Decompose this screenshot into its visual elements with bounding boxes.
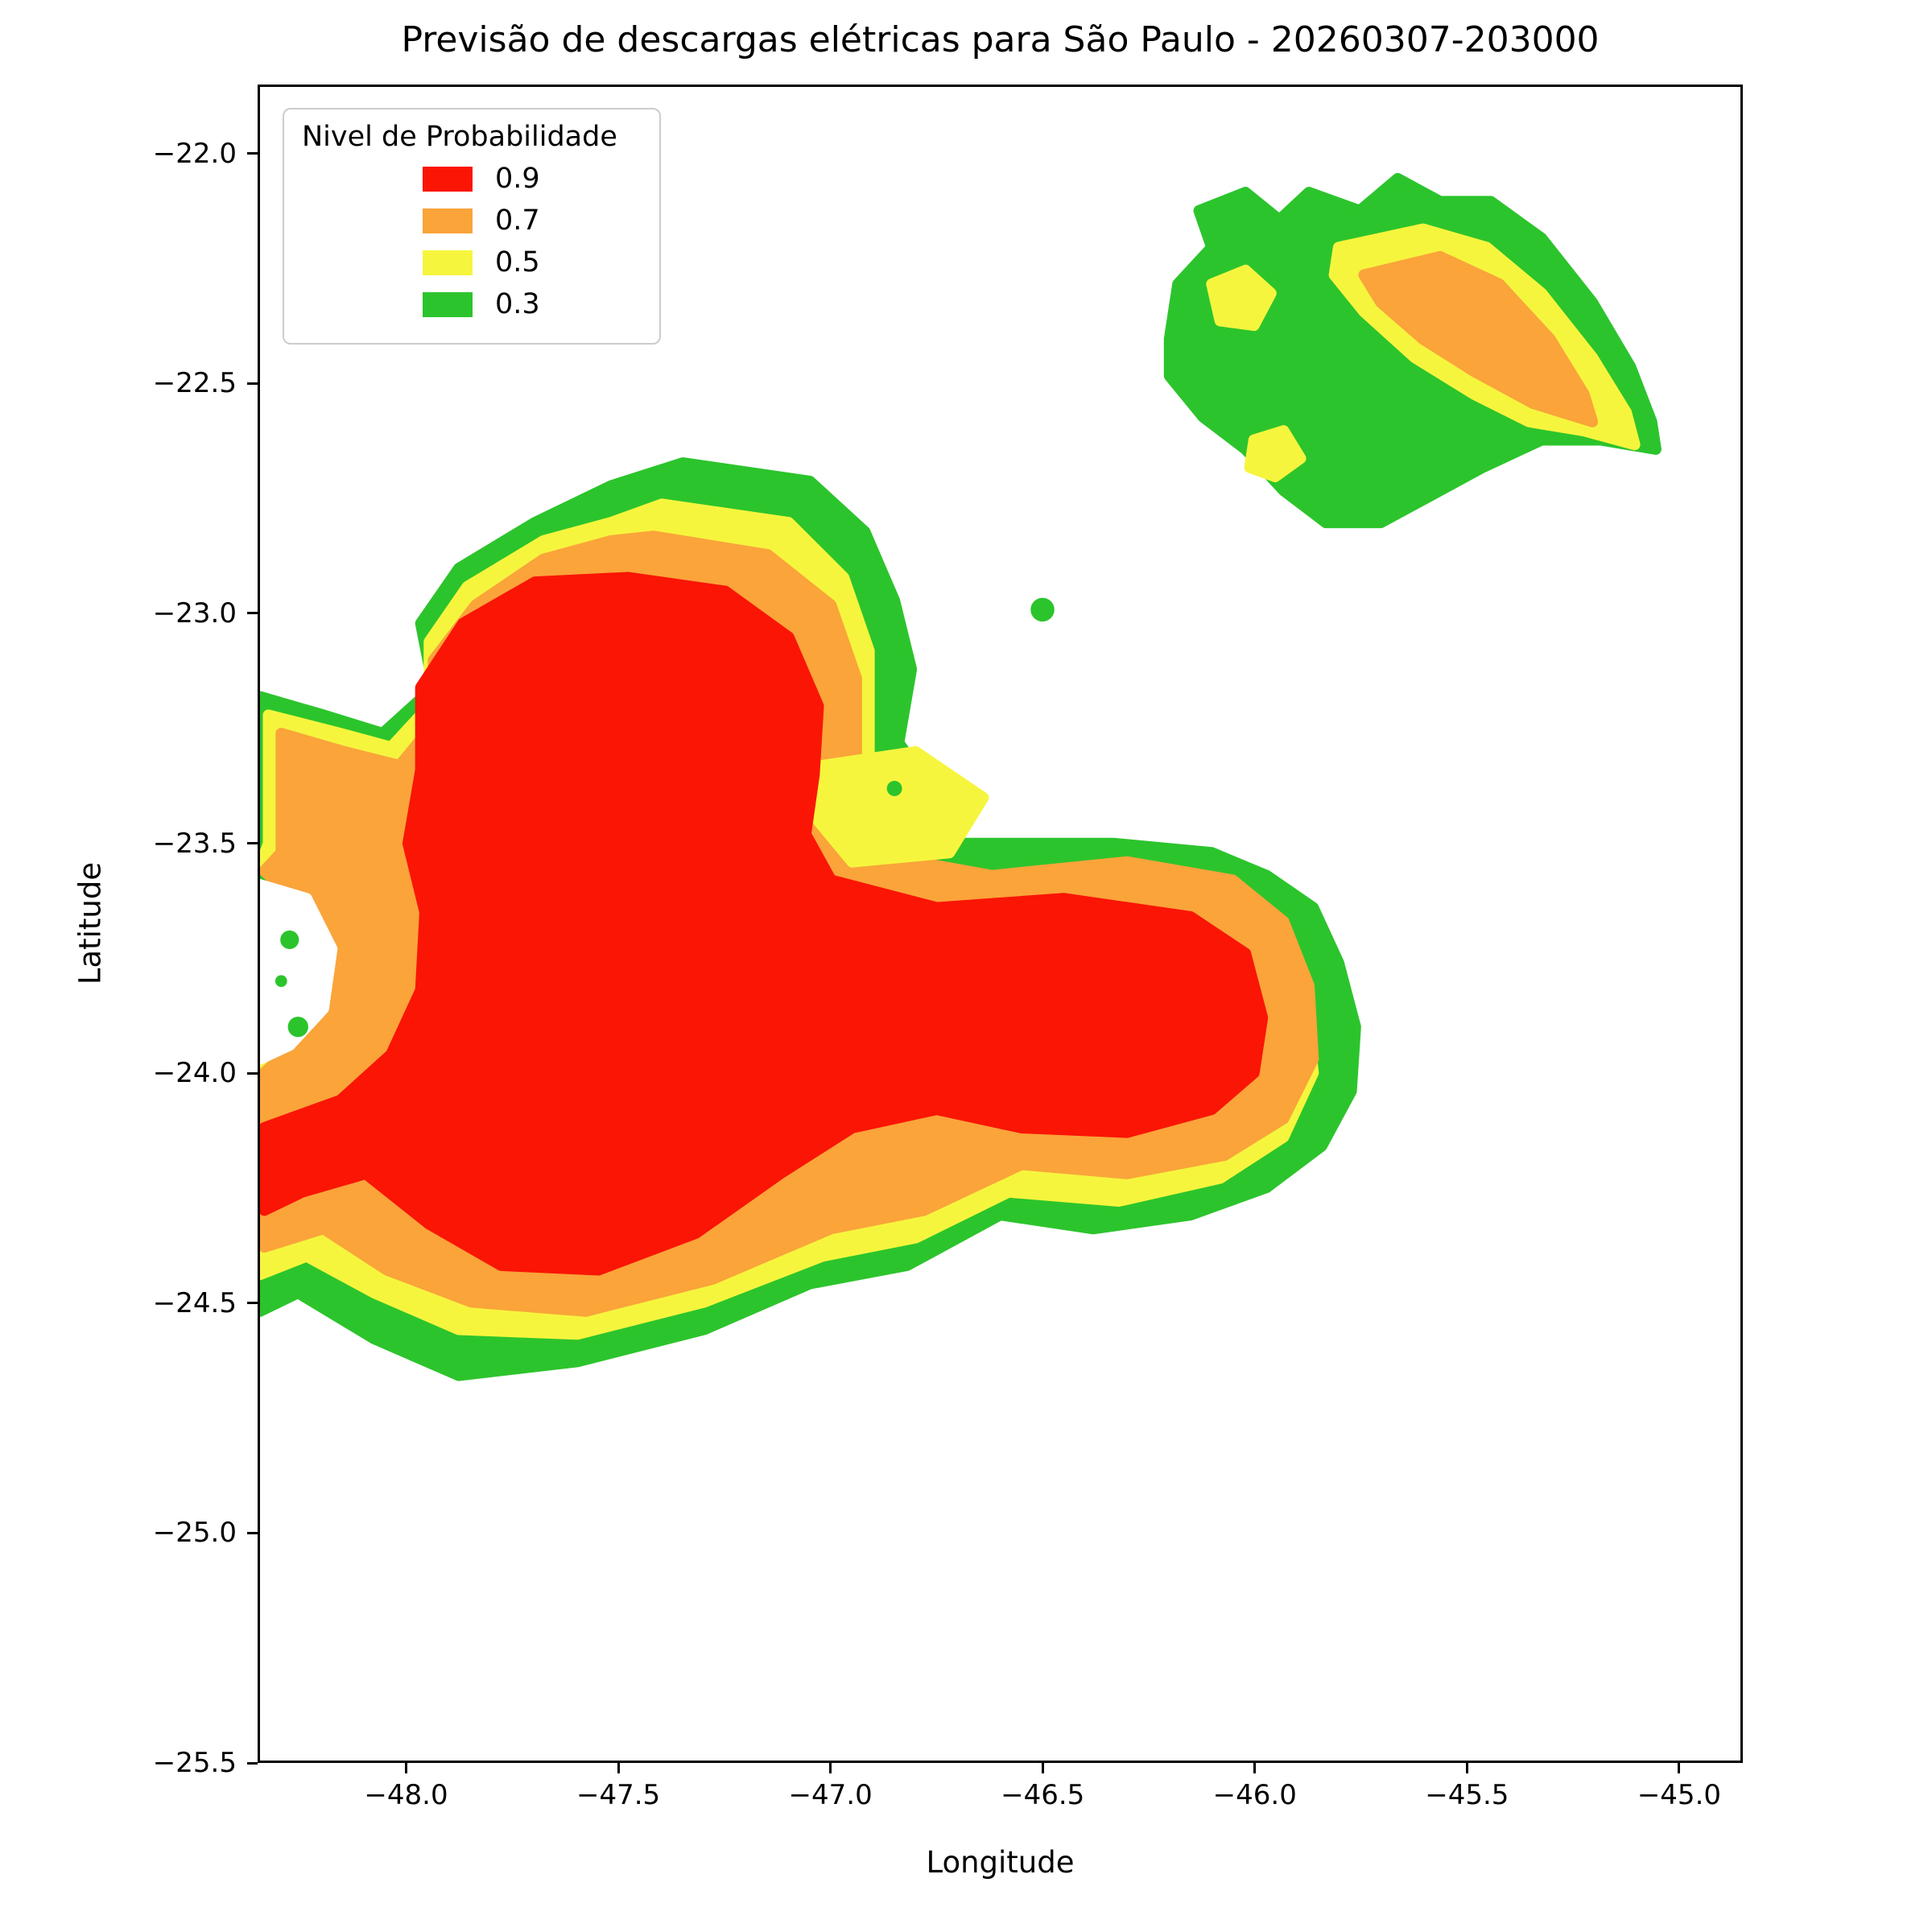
legend-swatch-green-icon <box>423 291 473 317</box>
y-tick-label: −24.5 <box>152 1286 237 1319</box>
y-tick-mark <box>247 612 258 615</box>
x-tick-label: −47.0 <box>788 1779 873 1811</box>
x-tick-label: −48.0 <box>364 1779 448 1811</box>
legend-swatch-red-icon <box>423 166 473 192</box>
legend-entry-0.3: 0.3 <box>423 288 637 320</box>
y-tick-label: −22.0 <box>152 137 237 170</box>
legend-entry-0.9: 0.9 <box>423 163 637 195</box>
x-axis-label: Longitude <box>926 1845 1075 1880</box>
x-tick-mark <box>1253 1763 1257 1773</box>
contour-valley-patch-p05 <box>808 745 989 868</box>
x-tick-label: −45.5 <box>1425 1779 1509 1811</box>
x-tick-label: −46.0 <box>1212 1779 1297 1811</box>
x-tick-mark <box>1041 1763 1044 1773</box>
y-tick-label: −25.5 <box>152 1747 237 1779</box>
contour-coast-gap-white <box>260 879 338 1065</box>
legend-swatch-orange-icon <box>423 208 473 233</box>
y-tick-label: −25.0 <box>152 1517 237 1550</box>
y-tick-mark <box>247 1531 258 1534</box>
x-tick-mark <box>1678 1763 1681 1773</box>
y-axis-label: Latitude <box>72 861 108 985</box>
legend-entries: 0.9 0.7 0.5 0.3 <box>302 163 637 320</box>
x-tick-label: −45.0 <box>1637 1779 1722 1811</box>
legend-label: 0.7 <box>495 204 540 237</box>
legend-label: 0.3 <box>495 288 540 320</box>
y-tick-mark <box>247 1071 258 1075</box>
legend-entry-0.7: 0.7 <box>423 204 637 237</box>
contour-speck <box>287 1016 308 1038</box>
contour-speck <box>280 930 299 950</box>
contour-speck <box>275 975 287 988</box>
legend-title: Nivel de Probabilidade <box>302 121 617 153</box>
contour-main-cell-p09 <box>260 572 1269 1276</box>
legend: Nivel de Probabilidade 0.9 0.7 0.5 0.3 <box>283 108 661 345</box>
x-tick-mark <box>405 1763 407 1773</box>
y-tick-mark <box>247 1761 258 1765</box>
y-tick-label: −23.5 <box>152 827 237 860</box>
y-tick-label: −23.0 <box>152 597 237 630</box>
x-tick-mark <box>1465 1763 1468 1773</box>
y-tick-mark <box>247 382 258 385</box>
contour-canvas <box>260 172 1662 1381</box>
legend-label: 0.5 <box>495 246 540 279</box>
y-tick-label: −22.5 <box>152 367 237 400</box>
x-tick-mark <box>829 1763 832 1773</box>
chart-title: Previsão de descargas elétricas para São… <box>401 19 1600 60</box>
x-tick-label: −47.5 <box>576 1779 661 1811</box>
x-tick-label: −46.5 <box>1001 1779 1085 1811</box>
y-tick-mark <box>247 842 258 845</box>
legend-label: 0.9 <box>495 163 540 195</box>
contour-speck <box>886 781 902 796</box>
y-tick-mark <box>247 1302 258 1305</box>
contour-northeast-patch-b-p05 <box>1244 425 1307 483</box>
plot-area: Nivel de Probabilidade 0.9 0.7 0.5 0.3 <box>258 85 1743 1763</box>
x-tick-mark <box>617 1763 620 1773</box>
y-tick-label: −24.0 <box>152 1057 237 1090</box>
legend-swatch-yellow-icon <box>423 250 473 275</box>
y-tick-mark <box>247 152 258 155</box>
contour-northeast-patch-a-p05 <box>1206 264 1277 332</box>
legend-entry-0.5: 0.5 <box>423 246 637 279</box>
contour-speck <box>1030 597 1055 622</box>
contour-northeast-cell-p07 <box>1358 250 1599 427</box>
